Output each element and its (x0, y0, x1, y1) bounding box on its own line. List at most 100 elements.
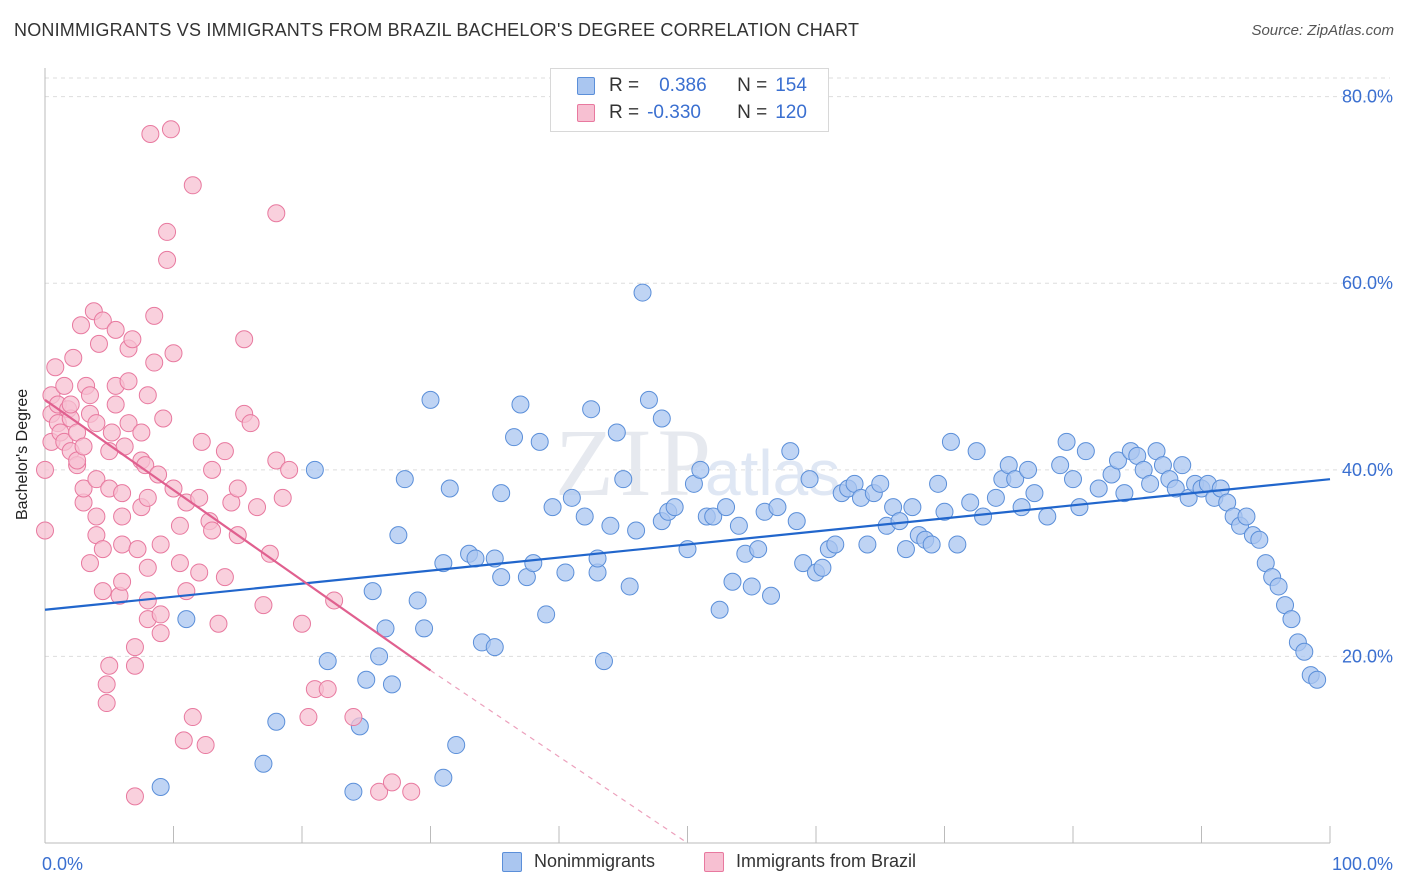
nonimmigrant-point (935, 502, 954, 521)
brazil-immigrant-point (382, 773, 401, 792)
brazil-immigrant-point (280, 460, 299, 479)
nonimmigrant-point (1012, 498, 1031, 517)
brazil-immigrant-point (93, 582, 112, 601)
nonimmigrant-point (594, 652, 613, 671)
brazil-immigrant-point (203, 521, 222, 540)
brazil-immigrant-point (36, 521, 54, 540)
nonimmigrant-point (929, 474, 948, 493)
nonimmigrant-point (408, 591, 427, 610)
watermark-zip: ZIP (555, 409, 717, 516)
nonimmigrant-point (395, 470, 414, 489)
correlation-legend: R = 0.386 N = 154 R = -0.330 N = 120 (550, 68, 829, 132)
brazil-immigrant-point (293, 614, 311, 633)
nonimmigrant-point (447, 736, 466, 755)
r-label: R = (609, 102, 640, 123)
nonimmigrant-point (357, 670, 376, 689)
brazil-immigrant-point (235, 330, 254, 349)
nonimmigrant-point (1308, 670, 1327, 689)
brazil-immigrant-point (125, 656, 144, 675)
brazil-immigrant-point (158, 250, 177, 269)
nonimmigrant-point (151, 778, 170, 797)
nonimmigrant-point (511, 395, 530, 414)
brazil-immigrant-point (151, 624, 170, 643)
x-tick-label: 0.0% (42, 854, 83, 874)
nonimmigrant-point (505, 428, 524, 447)
legend-row-immigrants-brazil: R = -0.330 N = 120 (551, 100, 807, 126)
data-points (36, 120, 1327, 806)
nonimmigrant-point (562, 488, 581, 507)
nonimmigrant-point (922, 535, 941, 554)
nonimmigrant-point (620, 577, 639, 596)
nonimmigrant-point (974, 507, 993, 526)
bottom-legend-immigrants-brazil: Immigrants from Brazil (704, 851, 916, 872)
nonimmigrant-point (800, 470, 819, 489)
nonimmigrant-point (370, 647, 389, 666)
brazil-immigrant-point (344, 708, 363, 727)
brazil-immigrant-point (46, 358, 65, 377)
nonimmigrant-point (967, 442, 986, 461)
r-value: 0.386 (659, 75, 707, 96)
brazil-immigrant-point (190, 563, 209, 582)
brazil-immigrant-point (154, 409, 173, 428)
nonimmigrant-point (1025, 484, 1044, 503)
nonimmigrant-point (530, 432, 549, 451)
brazil-immigrant-point (89, 334, 108, 353)
nonimmigrant-point (1237, 507, 1256, 526)
brazil-immigrant-point (119, 372, 138, 391)
nonimmigrant-point (858, 535, 877, 554)
r-label: R = (609, 75, 640, 96)
n-value: 154 (775, 75, 807, 96)
n-value: 120 (775, 102, 807, 123)
brazil-immigrant-point (55, 376, 74, 395)
nonimmigrant-point (742, 577, 761, 596)
brazil-immigrant-point (138, 488, 157, 507)
nonimmigrant-point (1070, 498, 1089, 517)
nonimmigrant-point (1269, 577, 1288, 596)
brazil-immigrant-point (125, 638, 144, 657)
nonimmigrant-point (749, 540, 768, 559)
nonimmigrant-point (543, 498, 562, 517)
nonimmigrant-point (633, 283, 652, 302)
gridlines (45, 77, 1390, 657)
nonimmigrant-point (524, 554, 543, 573)
brazil-immigrant-point (138, 386, 157, 405)
brazil-immigrant-point (87, 470, 106, 489)
y-tick-label: 40.0% (1342, 460, 1393, 480)
brazil-immigrant-point (248, 498, 267, 517)
brazil-immigrant-point (299, 708, 318, 727)
brazil-immigrant-point (93, 540, 112, 559)
brazil-immigrant-point (145, 353, 164, 372)
brazil-immigrant-point (123, 330, 142, 349)
nonimmigrant-point (267, 712, 286, 731)
brazil-immigrant-point (102, 423, 121, 442)
r-value: -0.330 (647, 102, 701, 123)
nonimmigrant-point (537, 605, 556, 624)
chart-title: NONIMMIGRANTS VS IMMIGRANTS FROM BRAZIL … (14, 20, 860, 40)
brazil-immigrant-point (402, 782, 421, 801)
watermark-atlas: atlas (705, 437, 840, 509)
brazil-immigrant-point (64, 348, 83, 367)
trend-lines (44, 398, 1331, 844)
nonimmigrant-point (787, 512, 806, 531)
nonimmigrant-point (1076, 442, 1095, 461)
pink-swatch-icon (577, 104, 595, 122)
bottom-legend-nonimmigrants: Nonimmigrants (502, 851, 655, 872)
nonimmigrant-point (305, 460, 324, 479)
brazil-immigrant-point (215, 442, 234, 461)
nonimmigrant-point (781, 442, 800, 461)
brazil-immigrant-point (100, 656, 119, 675)
nonimmigrant-point (492, 484, 511, 503)
n-label: N = (737, 102, 768, 123)
legend-label: Nonimmigrants (534, 851, 656, 871)
brazil-immigrant-point (174, 731, 193, 750)
nonimmigrant-point (440, 479, 459, 498)
brazil-immigrant-point (241, 414, 260, 433)
brazil-immigrant-point (183, 708, 202, 727)
brazil-immigrant-point (215, 568, 234, 587)
nonimmigrant-point (717, 498, 736, 517)
nonimmigrant-point (723, 572, 742, 591)
brazil-immigrant-point (190, 488, 209, 507)
brazil-immigrant-point (228, 479, 247, 498)
nonimmigrant-point (1019, 460, 1038, 479)
